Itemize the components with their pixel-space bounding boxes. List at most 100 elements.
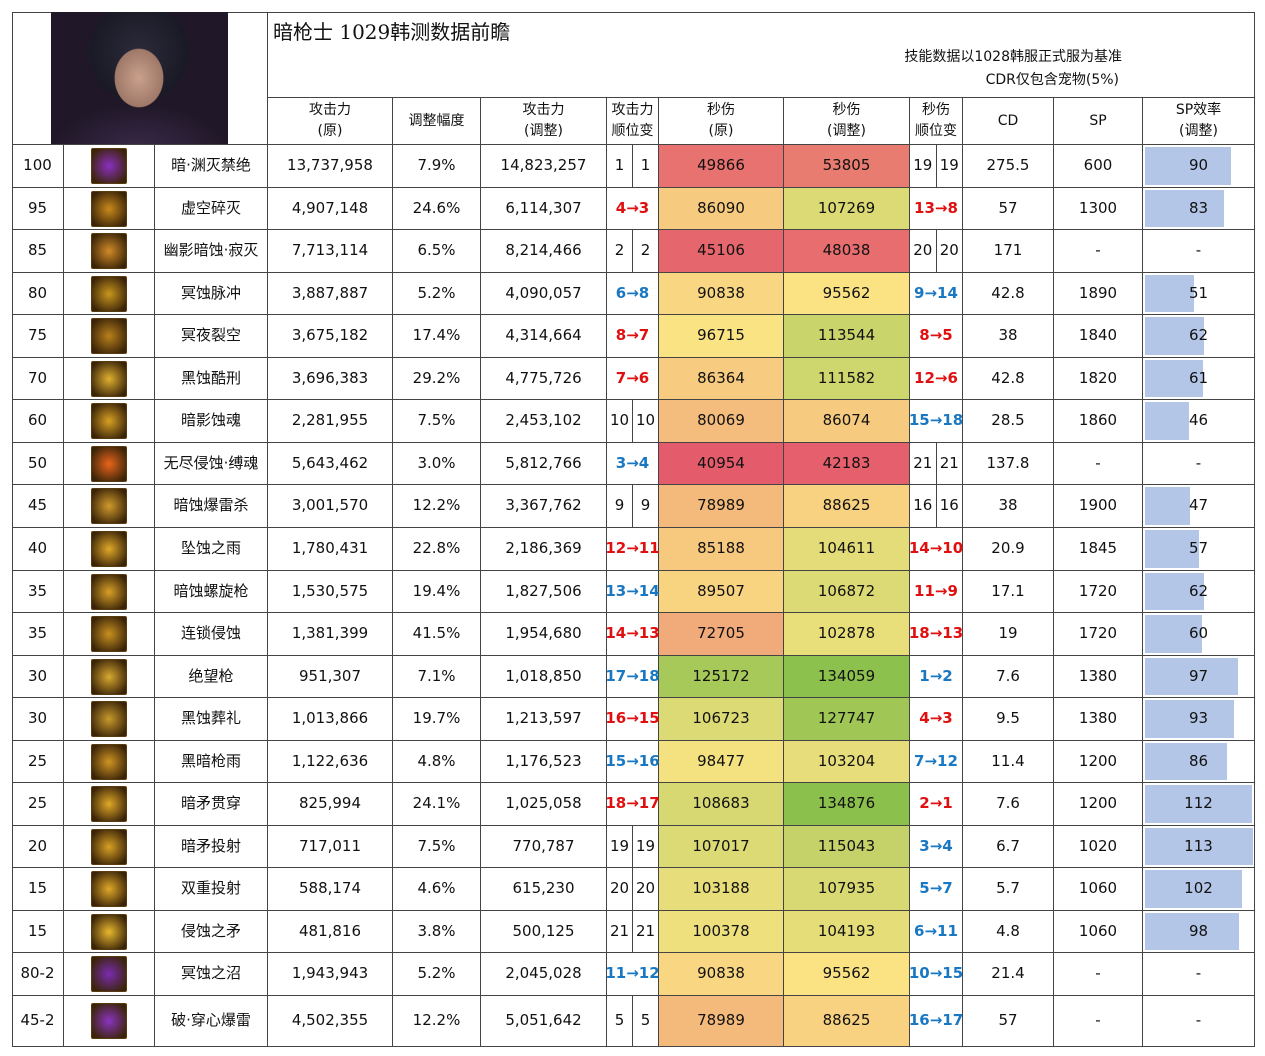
level: 80-2 [20,964,55,983]
rank-value: 20 [939,241,959,260]
dps-cell: 125172 [659,656,784,698]
cd-cell: 171 [963,230,1054,273]
atk-rank-cell: 12→11 [605,528,660,571]
cd: 38 [998,326,1018,345]
level: 50 [27,453,48,472]
rank-value: 21 [939,453,959,472]
sp-eff-cell: - [1143,230,1255,273]
icon-cell [64,145,155,188]
sp: 1860 [1078,411,1118,430]
atk: 1,122,636 [291,751,369,770]
skill-name: 无尽侵蚀·缚魂 [163,453,259,472]
adjust: 7.5% [417,411,456,430]
atk: 1,013,866 [291,709,369,728]
column-header: SP [1054,98,1143,145]
sp-eff-cell: 93 [1143,698,1255,741]
atk-rank-cell: 4→3 [607,188,659,230]
icon-cell [64,315,155,358]
atk-adjusted: 14,823,257 [500,156,587,175]
table-frame [12,12,1255,1047]
atk-cell: 13,737,958 [268,145,393,188]
rank-change: 8→5 [919,326,953,345]
atk: 4,907,148 [291,198,369,217]
level: 45 [27,496,48,515]
rank-change: 13→8 [914,198,958,217]
rank-value: 16 [910,485,937,527]
cd-cell: 11.4 [963,741,1054,783]
dps-cell: 107935 [784,868,910,911]
level-cell: 80 [12,273,64,315]
atk-rank-cell: 3→4 [607,443,659,485]
rank-value: 19 [939,156,959,175]
dps-value: 86074 [822,411,871,430]
cd: 7.6 [996,794,1020,813]
name-cell: 冥蚀之沼 [155,953,268,996]
adjust: 3.8% [417,921,456,940]
adjust: 22.8% [412,539,461,558]
atk-rank-cell: 7→6 [607,358,659,400]
dps-value: 40954 [697,453,745,472]
icon-cell [64,741,155,783]
atk-rank-cell: 15→16 [605,741,660,783]
header-line: (调整) [827,123,866,139]
adjust: 29.2% [412,368,461,387]
header-line: 攻击力 [522,102,565,118]
header-line: 顺位变 [915,123,957,139]
sp-eff-bar [1145,615,1203,653]
dps-cell: 106872 [784,571,910,613]
sp-eff-cell: - [1143,996,1255,1047]
atk-adjusted: 2,186,369 [505,539,582,558]
cd-cell: 17.1 [963,571,1054,613]
sp-eff-bar [1145,360,1204,397]
adj-cell: 19.7% [393,698,481,741]
header-text: 调整幅度 [408,112,465,129]
atk: 3,696,383 [291,368,369,387]
atk: 5,643,462 [291,453,369,472]
adjust: 24.1% [412,794,461,813]
skill-icon [91,275,127,312]
header-line: 秒伤 [922,102,950,118]
atk2-cell: 1,213,597 [481,698,607,741]
dps-value: 111582 [817,368,876,387]
atk: 717,011 [298,836,362,855]
adjust: 7.9% [417,156,456,175]
sp-eff: 61 [1188,368,1209,387]
adj-cell: 22.8% [393,528,481,571]
name-cell: 双重投射 [155,868,268,911]
skill-icon [91,956,127,992]
atk-cell: 3,675,182 [268,315,393,358]
header-line: 秒伤 [707,102,735,118]
rank-value: 21 [910,443,937,484]
rank-value: 19 [635,836,656,855]
level: 35 [27,581,48,600]
dps-cell: 95562 [784,273,910,315]
atk-adjusted: 1,213,597 [505,709,582,728]
level-cell: 80-2 [12,953,64,996]
atk2-cell: 770,787 [481,826,607,868]
atk-cell: 3,887,887 [268,273,393,315]
rank-change: 7→6 [615,368,650,387]
dps-cell: 45106 [659,230,784,273]
cd: 4.8 [996,921,1020,940]
atk-rank-cell: 20 20 [607,868,659,911]
dps-cell: 86364 [659,358,784,400]
name-cell: 破·穿心爆雷 [155,996,268,1047]
rank-value: 2 [640,241,651,260]
title-cell: 暗枪士 1029韩测数据前瞻 技能数据以1028韩服正式服为基准 CDR仅包含宠… [268,12,1255,98]
skill-name: 黑蚀葬礼 [180,709,241,728]
adj-cell: 6.5% [393,230,481,273]
rank-value: 2 [607,230,633,272]
level: 35 [27,624,48,643]
rank-change: 6→11 [914,921,958,940]
cd-cell: 6.7 [963,826,1054,868]
rank-change: 11→9 [914,581,958,600]
dps-value: 78989 [697,1011,745,1030]
rank-value: 19 [607,826,633,867]
adjust: 7.5% [417,836,456,855]
name-cell: 暗矛贯穿 [155,783,268,826]
sp-eff-bar [1145,147,1232,185]
sp: 1200 [1078,751,1118,770]
sp-eff-cell: 98 [1143,911,1255,953]
sp-eff-bar [1145,530,1200,568]
rank-change: 1→2 [919,666,953,685]
